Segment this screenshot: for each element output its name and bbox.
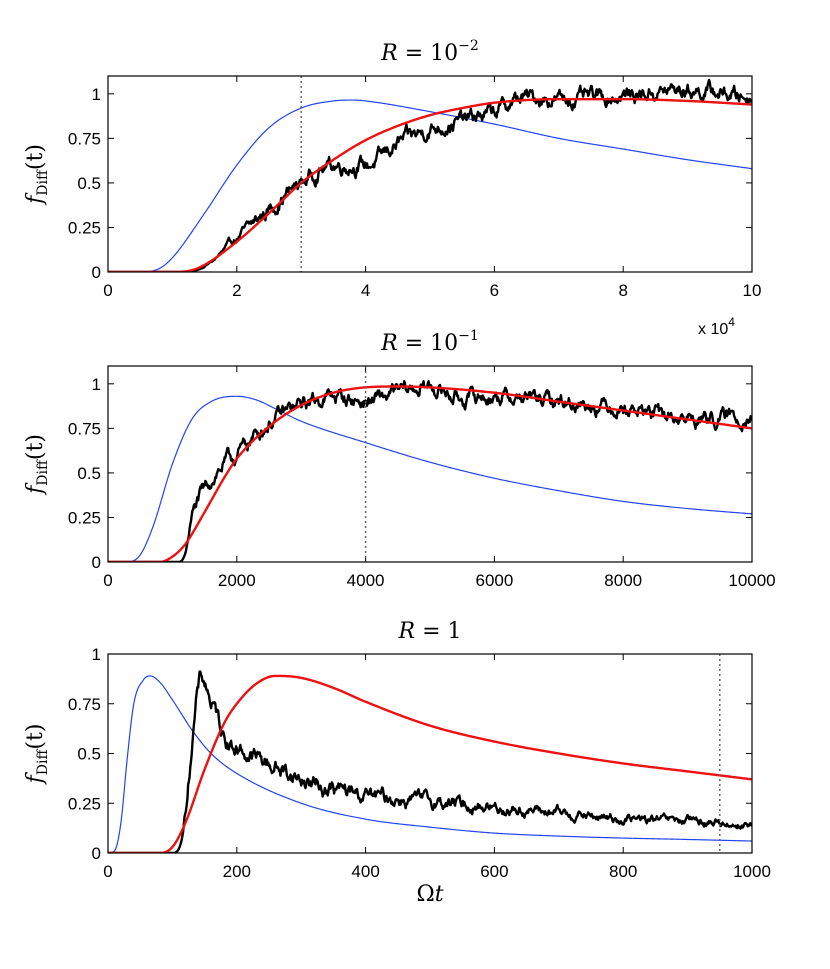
y-tick-label: 0.5: [77, 174, 101, 193]
panel-title: R = 10−2: [380, 38, 479, 66]
series-model-line: [108, 385, 752, 562]
series-reference-line: [108, 395, 752, 562]
x-tick-label: 4: [361, 281, 370, 300]
panel-3: R = 1 fDiff(t) 0 200 400 600 800 1000 0 0.25 0.5 0.…: [23, 619, 771, 907]
panel-title: R = 1: [398, 619, 462, 644]
x-multiplier: x 104: [698, 315, 735, 338]
panel-title: R = 10−1: [380, 328, 479, 356]
panel-2: R = 10−1 fDiff(t) 0 2000 4000 6000 8000 10000 0 0…: [23, 328, 776, 590]
x-tick-label: 600: [480, 862, 508, 881]
x-tick-label: 800: [609, 862, 637, 881]
y-tick-label: 0.5: [77, 745, 101, 764]
y-tick-label: 0.25: [68, 218, 101, 237]
x-tick-label: 10: [743, 281, 762, 300]
y-tick-label: 0.75: [68, 695, 101, 714]
x-tick-label: 4000: [347, 571, 385, 590]
x-tick-label: 8: [618, 281, 627, 300]
y-tick-label: 0.25: [68, 508, 101, 527]
x-axis-label: Ωt: [416, 882, 443, 907]
y-axis-label: fDiff(t): [23, 724, 51, 786]
y-tick-label: 0: [92, 553, 101, 572]
panel-1: R = 10−2 fDiff(t) 0 2 4 6 8 10 0 0.25 0.5 0.75 1 x 10…: [23, 38, 761, 338]
x-tick-label: 2: [232, 281, 241, 300]
y-tick-label: 1: [92, 85, 101, 104]
series-simulation-line: [108, 78, 752, 272]
y-tick-label: 0: [92, 844, 101, 863]
y-axis-label: fDiff(t): [23, 434, 51, 496]
y-tick-label: 0.25: [68, 794, 101, 813]
y-axis-label: fDiff(t): [23, 144, 51, 206]
series-reference-line: [108, 675, 752, 853]
series-model-line: [108, 97, 752, 272]
series-reference-line: [108, 99, 752, 272]
y-tick-label: 1: [92, 645, 101, 664]
x-tick-label: 6000: [475, 571, 513, 590]
x-tick-label: 0: [103, 571, 112, 590]
x-tick-label: 0: [103, 281, 112, 300]
axes-frame: [107, 365, 753, 563]
y-tick-label: 1: [92, 375, 101, 394]
x-tick-label: 400: [351, 862, 379, 881]
series-model-line: [108, 674, 752, 853]
x-tick-label: 2000: [218, 571, 256, 590]
y-tick-label: 0.5: [77, 464, 101, 483]
y-tick-label: 0.75: [68, 419, 101, 438]
x-tick-label: 6: [490, 281, 499, 300]
y-tick-label: 0: [92, 263, 101, 282]
x-tick-label: 8000: [604, 571, 642, 590]
x-tick-label: 0: [103, 862, 112, 881]
x-tick-label: 200: [223, 862, 251, 881]
y-tick-label: 0.75: [68, 129, 101, 148]
axes-frame: [107, 653, 753, 854]
x-tick-label: 1000: [733, 862, 771, 881]
axes-frame: [107, 75, 753, 273]
x-tick-label: 10000: [728, 571, 775, 590]
series-simulation-line: [108, 379, 752, 562]
series-simulation-line: [108, 670, 752, 853]
